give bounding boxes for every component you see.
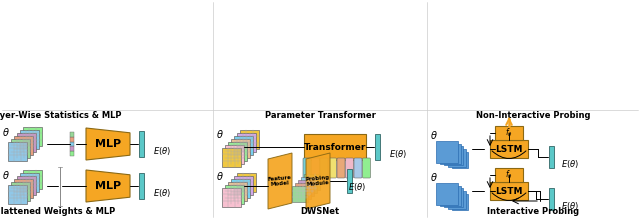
Text: $E(\theta)$: $E(\theta)$ bbox=[153, 145, 171, 157]
Text: Feature
Model: Feature Model bbox=[268, 175, 292, 187]
Text: MLP: MLP bbox=[95, 181, 121, 191]
Text: $\theta$: $\theta$ bbox=[430, 129, 438, 141]
Text: $\theta$: $\theta$ bbox=[216, 170, 224, 182]
Bar bbox=[11, 139, 30, 158]
Text: $f_\theta$: $f_\theta$ bbox=[505, 127, 513, 139]
Bar bbox=[138, 131, 143, 157]
Bar bbox=[222, 188, 241, 207]
Polygon shape bbox=[306, 153, 330, 209]
Bar bbox=[70, 151, 74, 156]
Bar bbox=[292, 186, 308, 202]
Bar bbox=[240, 130, 259, 149]
Bar bbox=[452, 194, 468, 210]
Bar bbox=[436, 183, 458, 205]
Bar bbox=[70, 142, 74, 146]
Bar bbox=[17, 176, 36, 195]
Bar bbox=[452, 152, 468, 168]
Bar bbox=[444, 146, 463, 165]
Bar bbox=[301, 177, 317, 193]
Bar bbox=[17, 133, 36, 152]
Bar bbox=[237, 173, 256, 192]
Text: $E(\theta)$: $E(\theta)$ bbox=[561, 200, 579, 212]
Polygon shape bbox=[86, 128, 130, 160]
Bar bbox=[14, 179, 33, 198]
Text: $\theta$: $\theta$ bbox=[216, 128, 224, 140]
Bar bbox=[20, 173, 39, 192]
Text: $\theta$: $\theta$ bbox=[2, 126, 10, 138]
Bar bbox=[231, 179, 250, 198]
Bar bbox=[440, 186, 461, 206]
Bar bbox=[548, 146, 554, 168]
Text: $E(\theta)$: $E(\theta)$ bbox=[153, 187, 171, 199]
Bar bbox=[495, 126, 523, 140]
Bar bbox=[11, 182, 30, 201]
Bar bbox=[70, 132, 74, 137]
Bar bbox=[228, 142, 247, 161]
Text: $E(\theta)$: $E(\theta)$ bbox=[348, 181, 366, 193]
Text: Transformer: Transformer bbox=[304, 143, 366, 152]
FancyBboxPatch shape bbox=[346, 158, 353, 178]
Bar bbox=[304, 174, 320, 190]
Text: Probing
Module: Probing Module bbox=[305, 175, 331, 187]
Text: MLP: MLP bbox=[95, 139, 121, 149]
Bar bbox=[295, 183, 311, 199]
Text: $f_\theta$: $f_\theta$ bbox=[505, 169, 513, 181]
Bar bbox=[231, 139, 250, 158]
Bar bbox=[225, 185, 244, 204]
Bar bbox=[374, 134, 380, 160]
Bar bbox=[444, 188, 463, 207]
Text: Layer-Wise Statistics & MLP: Layer-Wise Statistics & MLP bbox=[0, 111, 121, 120]
Bar bbox=[234, 176, 253, 195]
Bar bbox=[548, 188, 554, 210]
Bar bbox=[8, 142, 27, 161]
Bar bbox=[23, 170, 42, 189]
Text: LSTM: LSTM bbox=[495, 145, 523, 154]
FancyBboxPatch shape bbox=[320, 158, 328, 178]
Bar bbox=[495, 168, 523, 182]
Bar bbox=[440, 144, 461, 164]
FancyBboxPatch shape bbox=[354, 158, 362, 178]
Bar bbox=[20, 130, 39, 149]
Polygon shape bbox=[268, 153, 292, 209]
Text: Interactive Probing: Interactive Probing bbox=[487, 207, 579, 217]
Text: Parameter Transformer: Parameter Transformer bbox=[264, 111, 376, 120]
Bar bbox=[436, 141, 458, 163]
FancyBboxPatch shape bbox=[337, 158, 345, 178]
FancyBboxPatch shape bbox=[303, 158, 311, 178]
Polygon shape bbox=[86, 170, 130, 202]
Bar bbox=[237, 133, 256, 152]
FancyBboxPatch shape bbox=[328, 158, 337, 178]
Bar bbox=[23, 127, 42, 146]
Bar bbox=[448, 149, 465, 167]
Text: DWSNet: DWSNet bbox=[300, 207, 340, 217]
Bar bbox=[490, 182, 528, 200]
Text: Non-Interactive Probing: Non-Interactive Probing bbox=[476, 111, 590, 120]
FancyBboxPatch shape bbox=[362, 158, 371, 178]
Text: $E(\theta)$: $E(\theta)$ bbox=[561, 158, 579, 170]
Bar bbox=[346, 169, 351, 193]
Bar bbox=[234, 136, 253, 155]
Bar bbox=[138, 173, 143, 199]
Bar bbox=[304, 134, 366, 160]
Bar bbox=[298, 180, 314, 196]
Bar bbox=[448, 191, 465, 209]
Text: $\theta$: $\theta$ bbox=[430, 171, 438, 183]
Bar bbox=[490, 140, 528, 158]
Bar bbox=[222, 148, 241, 167]
Bar bbox=[70, 137, 74, 142]
Bar bbox=[228, 182, 247, 201]
Text: Flattened Weights & MLP: Flattened Weights & MLP bbox=[0, 207, 115, 217]
Text: LSTM: LSTM bbox=[495, 187, 523, 196]
Bar bbox=[14, 136, 33, 155]
Text: $E(\theta)$: $E(\theta)$ bbox=[389, 148, 407, 160]
FancyBboxPatch shape bbox=[312, 158, 319, 178]
Bar bbox=[70, 146, 74, 151]
Bar bbox=[8, 185, 27, 204]
Bar bbox=[225, 145, 244, 164]
Text: $\theta$: $\theta$ bbox=[2, 169, 10, 181]
